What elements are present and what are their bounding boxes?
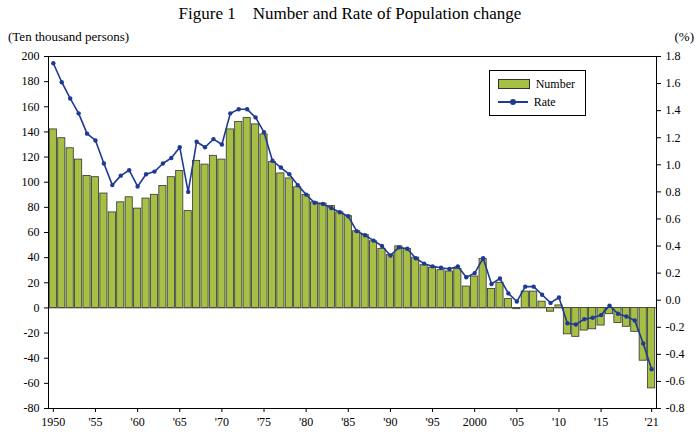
svg-text:'60: '60 [131, 415, 145, 429]
svg-text:'55: '55 [88, 415, 102, 429]
svg-text:'90: '90 [383, 415, 397, 429]
html-text:(Ten thousand persons): (Ten thousand persons) [8, 29, 130, 44]
svg-text:-40: -40 [24, 351, 40, 365]
svg-text:80: 80 [28, 200, 40, 214]
svg-text:-0.8: -0.8 [666, 401, 685, 415]
svg-text:'05: '05 [510, 415, 524, 429]
svg-text:1.2: 1.2 [666, 131, 681, 145]
svg-text:140: 140 [22, 125, 40, 139]
svg-text:'70: '70 [215, 415, 229, 429]
svg-text:1950: 1950 [41, 415, 65, 429]
svg-text:'80: '80 [299, 415, 313, 429]
svg-text:-80: -80 [24, 401, 40, 415]
svg-text:160: 160 [22, 100, 40, 114]
svg-text:-0.4: -0.4 [666, 347, 685, 361]
svg-text:1.4: 1.4 [666, 103, 681, 117]
svg-text:60: 60 [28, 225, 40, 239]
html-text:Figure 1 Number and Rate of Po: Figure 1 Number and Rate of Population c… [178, 4, 522, 23]
svg-text:180: 180 [22, 74, 40, 88]
svg-text:'85: '85 [341, 415, 355, 429]
html-text:Number: Number [535, 76, 575, 91]
svg-text:120: 120 [22, 150, 40, 164]
svg-text:'21: '21 [645, 415, 659, 429]
svg-text:1.6: 1.6 [666, 76, 681, 90]
svg-text:0.2: 0.2 [666, 266, 681, 280]
svg-text:0.0: 0.0 [666, 293, 681, 307]
svg-text:'10: '10 [552, 415, 566, 429]
svg-text:1.0: 1.0 [666, 158, 681, 172]
svg-text:0.6: 0.6 [666, 212, 681, 226]
svg-text:1.8: 1.8 [666, 49, 681, 63]
svg-text:-0.6: -0.6 [666, 374, 685, 388]
svg-text:-20: -20 [24, 326, 40, 340]
svg-text:'95: '95 [425, 415, 439, 429]
svg-text:'75: '75 [257, 415, 271, 429]
svg-text:2000: 2000 [463, 415, 487, 429]
svg-text:40: 40 [28, 250, 40, 264]
svg-text:200: 200 [22, 49, 40, 63]
svg-text:0.8: 0.8 [666, 185, 681, 199]
svg-text:'15: '15 [594, 415, 608, 429]
svg-text:20: 20 [28, 276, 40, 290]
html-text:Rate: Rate [533, 94, 556, 109]
svg-text:0.4: 0.4 [666, 239, 681, 253]
svg-text:-60: -60 [24, 376, 40, 390]
svg-text:'65: '65 [173, 415, 187, 429]
svg-text:0: 0 [34, 301, 40, 315]
svg-text:100: 100 [22, 175, 40, 189]
svg-text:-0.2: -0.2 [666, 320, 685, 334]
